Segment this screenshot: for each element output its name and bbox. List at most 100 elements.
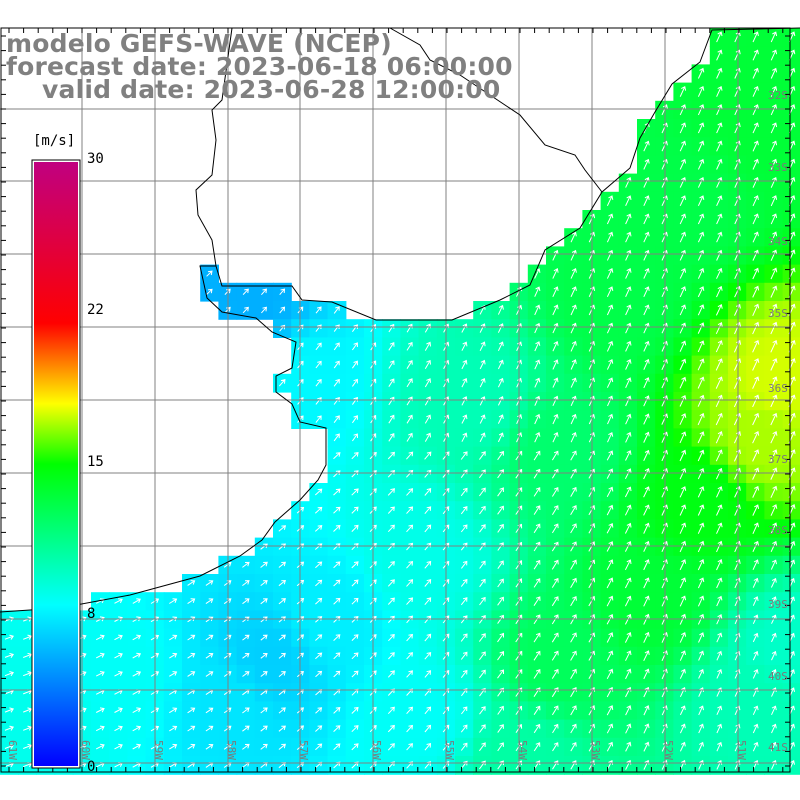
wind-arrow bbox=[351, 597, 359, 605]
wind-arrow bbox=[533, 559, 541, 570]
wind-arrow bbox=[698, 668, 704, 679]
wind-arrow bbox=[95, 634, 105, 641]
wind-arrow bbox=[570, 286, 577, 298]
wind-arrow bbox=[570, 304, 577, 316]
wind-arrow bbox=[697, 177, 705, 188]
wind-arrow bbox=[351, 488, 359, 496]
wind-arrow bbox=[260, 671, 268, 677]
wind-arrow bbox=[643, 741, 650, 752]
longitude-label: 51W bbox=[735, 740, 748, 760]
wind-arrow bbox=[643, 486, 650, 498]
wind-arrow bbox=[406, 378, 413, 388]
wind-arrow bbox=[406, 633, 413, 642]
wind-arrow bbox=[351, 743, 359, 751]
wind-arrow bbox=[551, 577, 559, 588]
wind-arrow bbox=[715, 394, 723, 408]
wind-arrow bbox=[351, 670, 359, 678]
wind-arrow bbox=[734, 486, 741, 498]
wind-arrow bbox=[570, 523, 577, 534]
wind-arrow bbox=[552, 413, 559, 425]
wind-arrow bbox=[679, 650, 686, 661]
wind-arrow bbox=[497, 414, 504, 424]
wind-arrow bbox=[643, 249, 650, 261]
wind-arrow bbox=[333, 743, 341, 751]
wind-arrow bbox=[4, 634, 14, 640]
wind-arrow bbox=[770, 195, 778, 207]
wind-arrow bbox=[661, 705, 668, 716]
wind-arrow bbox=[752, 321, 760, 335]
wind-arrow bbox=[570, 577, 577, 588]
wind-arrow bbox=[643, 395, 650, 407]
wind-arrow bbox=[661, 413, 668, 425]
latitude-label: 38S bbox=[768, 524, 788, 537]
wind-arrow bbox=[734, 176, 741, 188]
wind-arrow bbox=[424, 670, 432, 678]
wind-arrow bbox=[570, 432, 577, 443]
wind-arrow bbox=[315, 579, 323, 587]
wind-arrow bbox=[679, 322, 687, 334]
wind-arrow bbox=[315, 342, 322, 351]
wind-arrow bbox=[716, 723, 723, 734]
wind-arrow bbox=[406, 432, 413, 442]
wind-arrow bbox=[716, 49, 723, 61]
wind-arrow bbox=[279, 324, 286, 332]
wind-arrow bbox=[351, 524, 359, 532]
wind-arrow bbox=[697, 577, 705, 589]
wind-arrow bbox=[315, 725, 323, 732]
wind-arrow bbox=[497, 505, 504, 515]
wind-arrow bbox=[534, 377, 541, 388]
wind-arrow bbox=[187, 743, 196, 750]
wind-arrow bbox=[387, 597, 395, 605]
wind-arrow bbox=[770, 394, 778, 408]
wind-arrow bbox=[643, 286, 650, 298]
wind-arrow bbox=[351, 433, 358, 442]
wind-arrow bbox=[552, 432, 559, 443]
wind-arrow bbox=[716, 104, 723, 116]
wind-arrow bbox=[333, 707, 341, 714]
wind-arrow bbox=[479, 359, 486, 370]
wind-arrow bbox=[716, 632, 723, 643]
wind-arrow bbox=[625, 413, 632, 425]
wind-arrow bbox=[551, 650, 559, 661]
wind-arrow bbox=[697, 412, 705, 426]
wind-arrow bbox=[697, 231, 705, 243]
wind-arrow bbox=[278, 598, 286, 605]
wind-arrow bbox=[643, 358, 650, 370]
wind-arrow bbox=[661, 395, 668, 407]
wind-arrow bbox=[625, 195, 632, 207]
wind-arrow bbox=[771, 596, 777, 606]
wind-arrow bbox=[132, 598, 141, 604]
wind-arrow bbox=[734, 321, 741, 335]
wind-arrow bbox=[497, 341, 504, 352]
wind-arrow bbox=[661, 140, 668, 152]
wind-arrow bbox=[752, 176, 759, 188]
wind-arrow bbox=[533, 705, 541, 715]
wind-arrow bbox=[661, 249, 668, 261]
wind-arrow bbox=[606, 705, 614, 716]
wind-arrow bbox=[716, 213, 723, 225]
wind-arrow bbox=[661, 486, 668, 498]
wind-arrow bbox=[388, 633, 395, 642]
wind-arrow bbox=[351, 506, 359, 514]
wind-arrow bbox=[424, 451, 432, 460]
wind-arrow bbox=[643, 322, 650, 334]
wind-arrow bbox=[132, 707, 142, 714]
wind-arrow bbox=[424, 414, 431, 424]
wind-arrow bbox=[643, 195, 650, 207]
wind-arrow bbox=[406, 451, 414, 460]
wind-arrow bbox=[679, 249, 687, 261]
wind-arrow bbox=[770, 321, 778, 335]
wind-arrow bbox=[497, 760, 504, 770]
wind-arrow bbox=[479, 596, 486, 606]
wind-arrow bbox=[770, 577, 777, 588]
model-title: modelo GEFS-WAVE (NCEP) bbox=[6, 29, 392, 58]
wind-arrow bbox=[570, 595, 577, 607]
wind-arrow bbox=[552, 395, 559, 407]
wind-arrow bbox=[716, 577, 723, 589]
wind-arrow bbox=[752, 705, 759, 716]
wind-arrow bbox=[643, 340, 650, 352]
wind-arrow bbox=[606, 541, 614, 552]
wind-arrow bbox=[315, 561, 323, 569]
wind-arrow bbox=[242, 725, 250, 732]
valid-date: valid date: 2023-06-28 12:00:00 bbox=[42, 75, 501, 104]
